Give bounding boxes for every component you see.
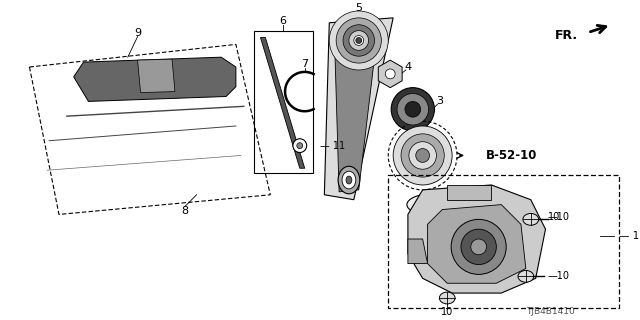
Text: — 1: — 1 <box>620 231 639 241</box>
Text: —10: —10 <box>547 212 570 222</box>
Ellipse shape <box>518 270 534 282</box>
Polygon shape <box>428 204 526 283</box>
Polygon shape <box>408 239 428 264</box>
Text: —10: —10 <box>547 271 570 281</box>
Text: 10: 10 <box>547 212 560 222</box>
Text: TJB4B1410: TJB4B1410 <box>526 307 575 316</box>
Bar <box>253 31 312 173</box>
Circle shape <box>385 69 395 79</box>
Text: B-52-10: B-52-10 <box>485 149 537 162</box>
Circle shape <box>293 139 307 153</box>
Ellipse shape <box>346 176 352 184</box>
Circle shape <box>461 229 497 265</box>
Circle shape <box>329 11 388 70</box>
Text: FR.: FR. <box>555 29 578 42</box>
Text: 8: 8 <box>181 206 188 217</box>
Text: 6: 6 <box>280 16 287 26</box>
Text: — 11: — 11 <box>321 141 346 151</box>
Ellipse shape <box>407 194 458 215</box>
Circle shape <box>391 88 435 131</box>
Circle shape <box>409 142 436 169</box>
Ellipse shape <box>439 292 455 304</box>
Circle shape <box>405 101 420 117</box>
Ellipse shape <box>342 171 356 189</box>
Text: 9: 9 <box>134 28 141 38</box>
Circle shape <box>397 93 429 125</box>
Polygon shape <box>324 18 393 200</box>
Text: 7: 7 <box>301 59 308 69</box>
Circle shape <box>343 25 374 56</box>
Circle shape <box>393 126 452 185</box>
Polygon shape <box>447 185 492 200</box>
Polygon shape <box>408 185 545 293</box>
Polygon shape <box>138 59 175 92</box>
Polygon shape <box>74 57 236 101</box>
Circle shape <box>354 36 364 45</box>
Text: 3: 3 <box>436 96 443 107</box>
Text: 4: 4 <box>404 62 412 72</box>
Polygon shape <box>334 25 378 192</box>
Bar <box>388 175 620 308</box>
Circle shape <box>297 143 303 148</box>
Circle shape <box>471 239 486 255</box>
Circle shape <box>401 134 444 177</box>
Text: 10: 10 <box>441 307 453 317</box>
Ellipse shape <box>419 199 446 211</box>
Ellipse shape <box>523 213 539 225</box>
Circle shape <box>416 148 429 162</box>
Text: — 2: — 2 <box>472 200 492 210</box>
Ellipse shape <box>338 166 360 194</box>
Text: 5: 5 <box>355 3 362 13</box>
Circle shape <box>356 37 362 44</box>
Polygon shape <box>378 60 402 88</box>
Circle shape <box>451 219 506 275</box>
Circle shape <box>349 31 369 50</box>
Polygon shape <box>260 37 305 168</box>
Circle shape <box>336 18 381 63</box>
